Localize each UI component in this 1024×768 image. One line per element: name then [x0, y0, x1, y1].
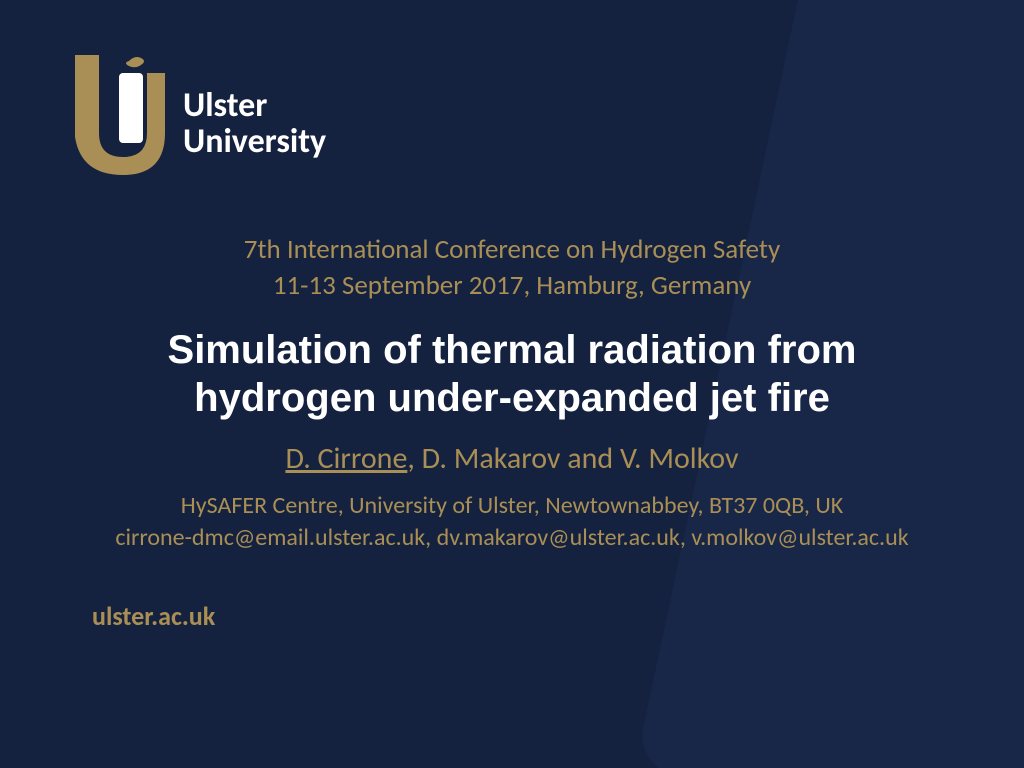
university-logo: Ulster University — [75, 55, 326, 175]
authors-list: D. Cirrone, D. Makarov and V. Molkov — [0, 440, 1024, 477]
affiliation-block: HySAFER Centre, University of Ulster, Ne… — [0, 490, 1024, 555]
logo-text-line1: Ulster — [183, 88, 326, 124]
title-line2: hydrogen under-expanded jet fire — [0, 374, 1024, 422]
affiliation-address: HySAFER Centre, University of Ulster, Ne… — [0, 490, 1024, 522]
co-authors: , D. Makarov and V. Molkov — [407, 440, 738, 477]
affiliation-emails: cirrone-dmc@email.ulster.ac.uk, dv.makar… — [0, 522, 1024, 554]
conference-date-location: 11-13 September 2017, Hamburg, Germany — [0, 268, 1024, 304]
logo-text-line2: University — [183, 124, 326, 160]
conference-info: 7th International Conference on Hydrogen… — [0, 232, 1024, 305]
conference-name: 7th International Conference on Hydrogen… — [0, 232, 1024, 268]
logo-u-icon — [75, 55, 165, 175]
footer-website: ulster.ac.uk — [92, 600, 215, 632]
title-line1: Simulation of thermal radiation from — [0, 326, 1024, 374]
presenting-author: D. Cirrone — [285, 440, 407, 477]
logo-text: Ulster University — [183, 88, 326, 159]
presentation-title: Simulation of thermal radiation from hyd… — [0, 326, 1024, 422]
